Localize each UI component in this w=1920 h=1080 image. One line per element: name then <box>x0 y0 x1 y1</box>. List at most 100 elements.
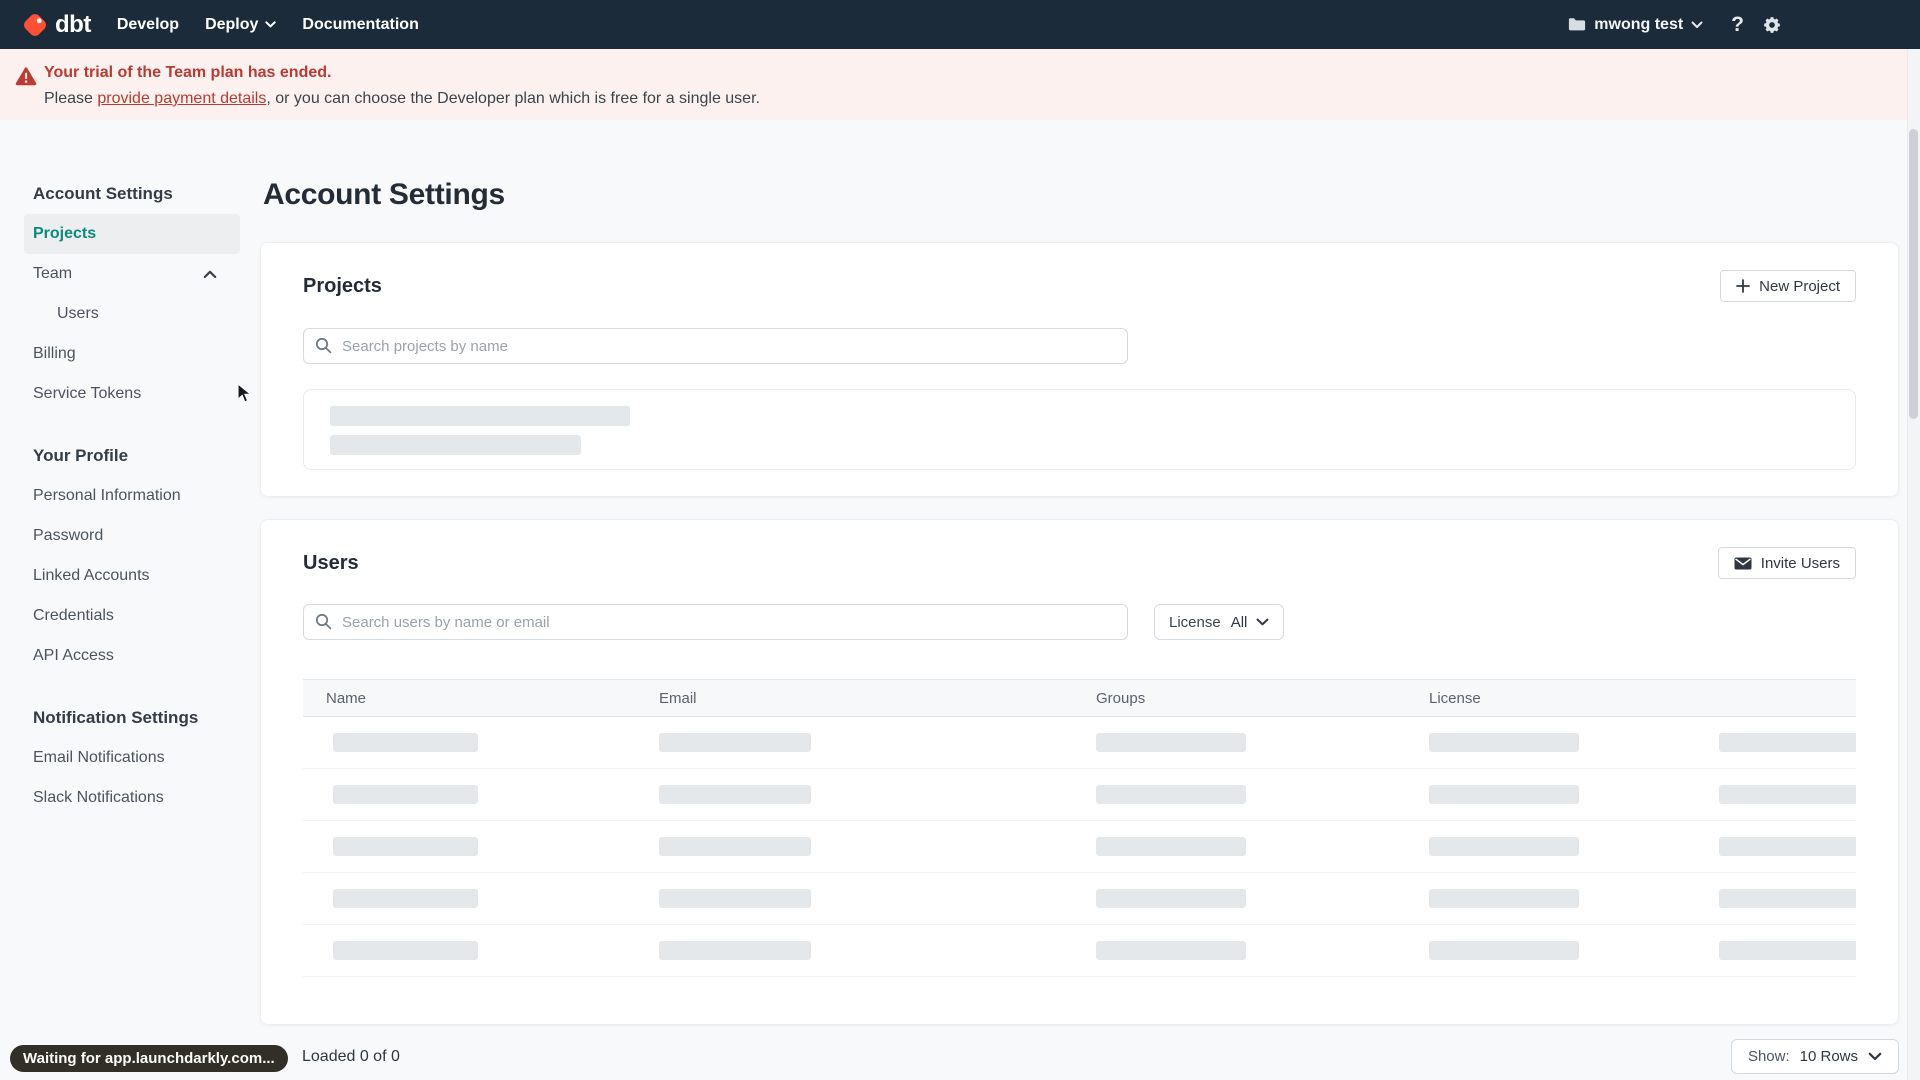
invite-users-button[interactable]: Invite Users <box>1717 547 1856 579</box>
skeleton-bar <box>330 406 630 426</box>
invite-users-label: Invite Users <box>1760 554 1840 572</box>
sidebar-item-billing[interactable]: Billing <box>24 334 240 374</box>
banner-body-prefix: Please <box>44 90 98 107</box>
skeleton-bar <box>333 733 478 752</box>
sidebar-item-label: Personal Information <box>33 487 181 504</box>
primary-nav: Develop Deploy Documentation <box>117 16 419 34</box>
settings-sidebar: Account Settings Projects Team Users Billing… <box>24 174 240 818</box>
sidebar-item-service-tokens[interactable]: Service Tokens <box>24 374 240 414</box>
table-cell <box>1719 733 1856 752</box>
dbt-logo-text: dbt <box>55 10 91 38</box>
chevron-down-icon <box>265 21 277 28</box>
sidebar-item-label: Credentials <box>33 607 114 624</box>
loaded-count: Loaded 0 of 0 <box>302 1047 400 1065</box>
table-row <box>303 821 1856 873</box>
dbt-logo[interactable]: dbt <box>20 10 91 40</box>
sidebar-item-users[interactable]: Users <box>24 294 240 334</box>
skeleton-bar <box>659 889 811 908</box>
projects-card: Projects New Project <box>260 242 1899 497</box>
skeleton-bar <box>1719 837 1856 856</box>
skeleton-bar <box>659 941 811 960</box>
sidebar-item-team[interactable]: Team <box>24 254 240 294</box>
skeleton-bar <box>1096 941 1246 960</box>
table-cell <box>1719 785 1856 804</box>
banner-body: Please provide payment details, or you c… <box>44 88 760 109</box>
skeleton-bar <box>1096 785 1246 804</box>
nav-item-deploy[interactable]: Deploy <box>205 15 277 34</box>
nav-item-documentation[interactable]: Documentation <box>302 16 418 34</box>
scrollbar-track[interactable] <box>1907 49 1920 1080</box>
projects-search-input[interactable] <box>303 328 1128 364</box>
table-cell <box>1096 733 1429 752</box>
skeleton-bar <box>1429 785 1579 804</box>
skeleton-bar <box>1096 889 1246 908</box>
sidebar-item-password[interactable]: Password <box>24 516 240 556</box>
skeleton-bar <box>330 435 581 455</box>
sidebar-item-api-access[interactable]: API Access <box>24 636 240 676</box>
sidebar-item-personal-information[interactable]: Personal Information <box>24 476 240 516</box>
new-project-button[interactable]: New Project <box>1720 270 1856 302</box>
nav-item-label: Develop <box>116 15 180 33</box>
license-filter-dropdown[interactable]: License All <box>1154 604 1285 640</box>
skeleton-bar <box>333 785 478 804</box>
help-icon[interactable]: ? <box>1731 12 1744 36</box>
sidebar-item-email-notifications[interactable]: Email Notifications <box>24 738 240 778</box>
table-row <box>303 925 1856 977</box>
account-switcher[interactable]: mwong test <box>1568 16 1703 34</box>
envelope-icon <box>1734 557 1752 570</box>
table-cell <box>1719 889 1856 908</box>
table-cell <box>1429 733 1719 752</box>
users-table-body <box>303 717 1856 977</box>
plus-icon <box>1736 279 1751 293</box>
chevron-down-icon <box>1691 21 1703 29</box>
rows-per-page-dropdown[interactable]: Show: 10 Rows <box>1730 1039 1899 1074</box>
table-row <box>303 717 1856 769</box>
nav-item-label: Deploy <box>205 15 259 33</box>
chevron-down-icon <box>1256 618 1269 626</box>
sidebar-item-linked-accounts[interactable]: Linked Accounts <box>24 556 240 596</box>
sidebar-item-projects[interactable]: Projects <box>24 214 240 254</box>
warning-icon <box>15 67 37 120</box>
gear-icon[interactable] <box>1762 15 1782 35</box>
skeleton-bar <box>1719 785 1856 804</box>
sidebar-item-label: Password <box>33 527 104 544</box>
rows-per-page-label: Show: <box>1747 1048 1790 1065</box>
users-card: Users Invite Users License All <box>260 519 1899 1025</box>
main-content: Account Settings Projects New Project <box>260 120 1899 1074</box>
users-card-title: Users <box>303 552 359 574</box>
table-cell <box>1719 837 1856 856</box>
skeleton-bar <box>1429 733 1579 752</box>
table-row <box>303 769 1856 821</box>
skeleton-bar <box>659 837 811 856</box>
skeleton-bar <box>1719 941 1856 960</box>
sidebar-item-label: Email Notifications <box>33 749 165 766</box>
sidebar-item-slack-notifications[interactable]: Slack Notifications <box>24 778 240 818</box>
table-cell <box>1719 941 1856 960</box>
table-cell <box>659 733 1096 752</box>
search-icon <box>315 337 332 359</box>
sidebar-item-label: Service Tokens <box>33 385 142 402</box>
sidebar-item-credentials[interactable]: Credentials <box>24 596 240 636</box>
table-cell <box>303 837 659 856</box>
provide-payment-details-link[interactable]: provide payment details <box>97 90 267 107</box>
skeleton-bar <box>1719 889 1856 908</box>
dbt-logo-icon <box>20 10 50 40</box>
table-cell <box>1096 785 1429 804</box>
nav-right-group: mwong test ? <box>1568 12 1782 36</box>
table-cell <box>303 785 659 804</box>
sidebar-item-label: API Access <box>33 647 114 664</box>
table-cell <box>303 889 659 908</box>
sidebar-item-label: Linked Accounts <box>33 567 150 584</box>
nav-item-develop[interactable]: Develop <box>117 16 179 34</box>
table-cell <box>1429 837 1719 856</box>
sidebar-item-label: Slack Notifications <box>33 789 164 806</box>
trial-ended-banner: Your trial of the Team plan has ended. P… <box>0 49 1920 120</box>
scrollbar-thumb[interactable] <box>1909 129 1918 419</box>
users-search <box>303 604 1128 640</box>
table-cell <box>659 941 1096 960</box>
sidebar-item-label: Billing <box>33 345 76 362</box>
users-search-input[interactable] <box>303 604 1128 640</box>
sidebar-section-notification-settings: Notification Settings Email Notifications… <box>24 698 240 818</box>
skeleton-bar <box>1429 941 1579 960</box>
